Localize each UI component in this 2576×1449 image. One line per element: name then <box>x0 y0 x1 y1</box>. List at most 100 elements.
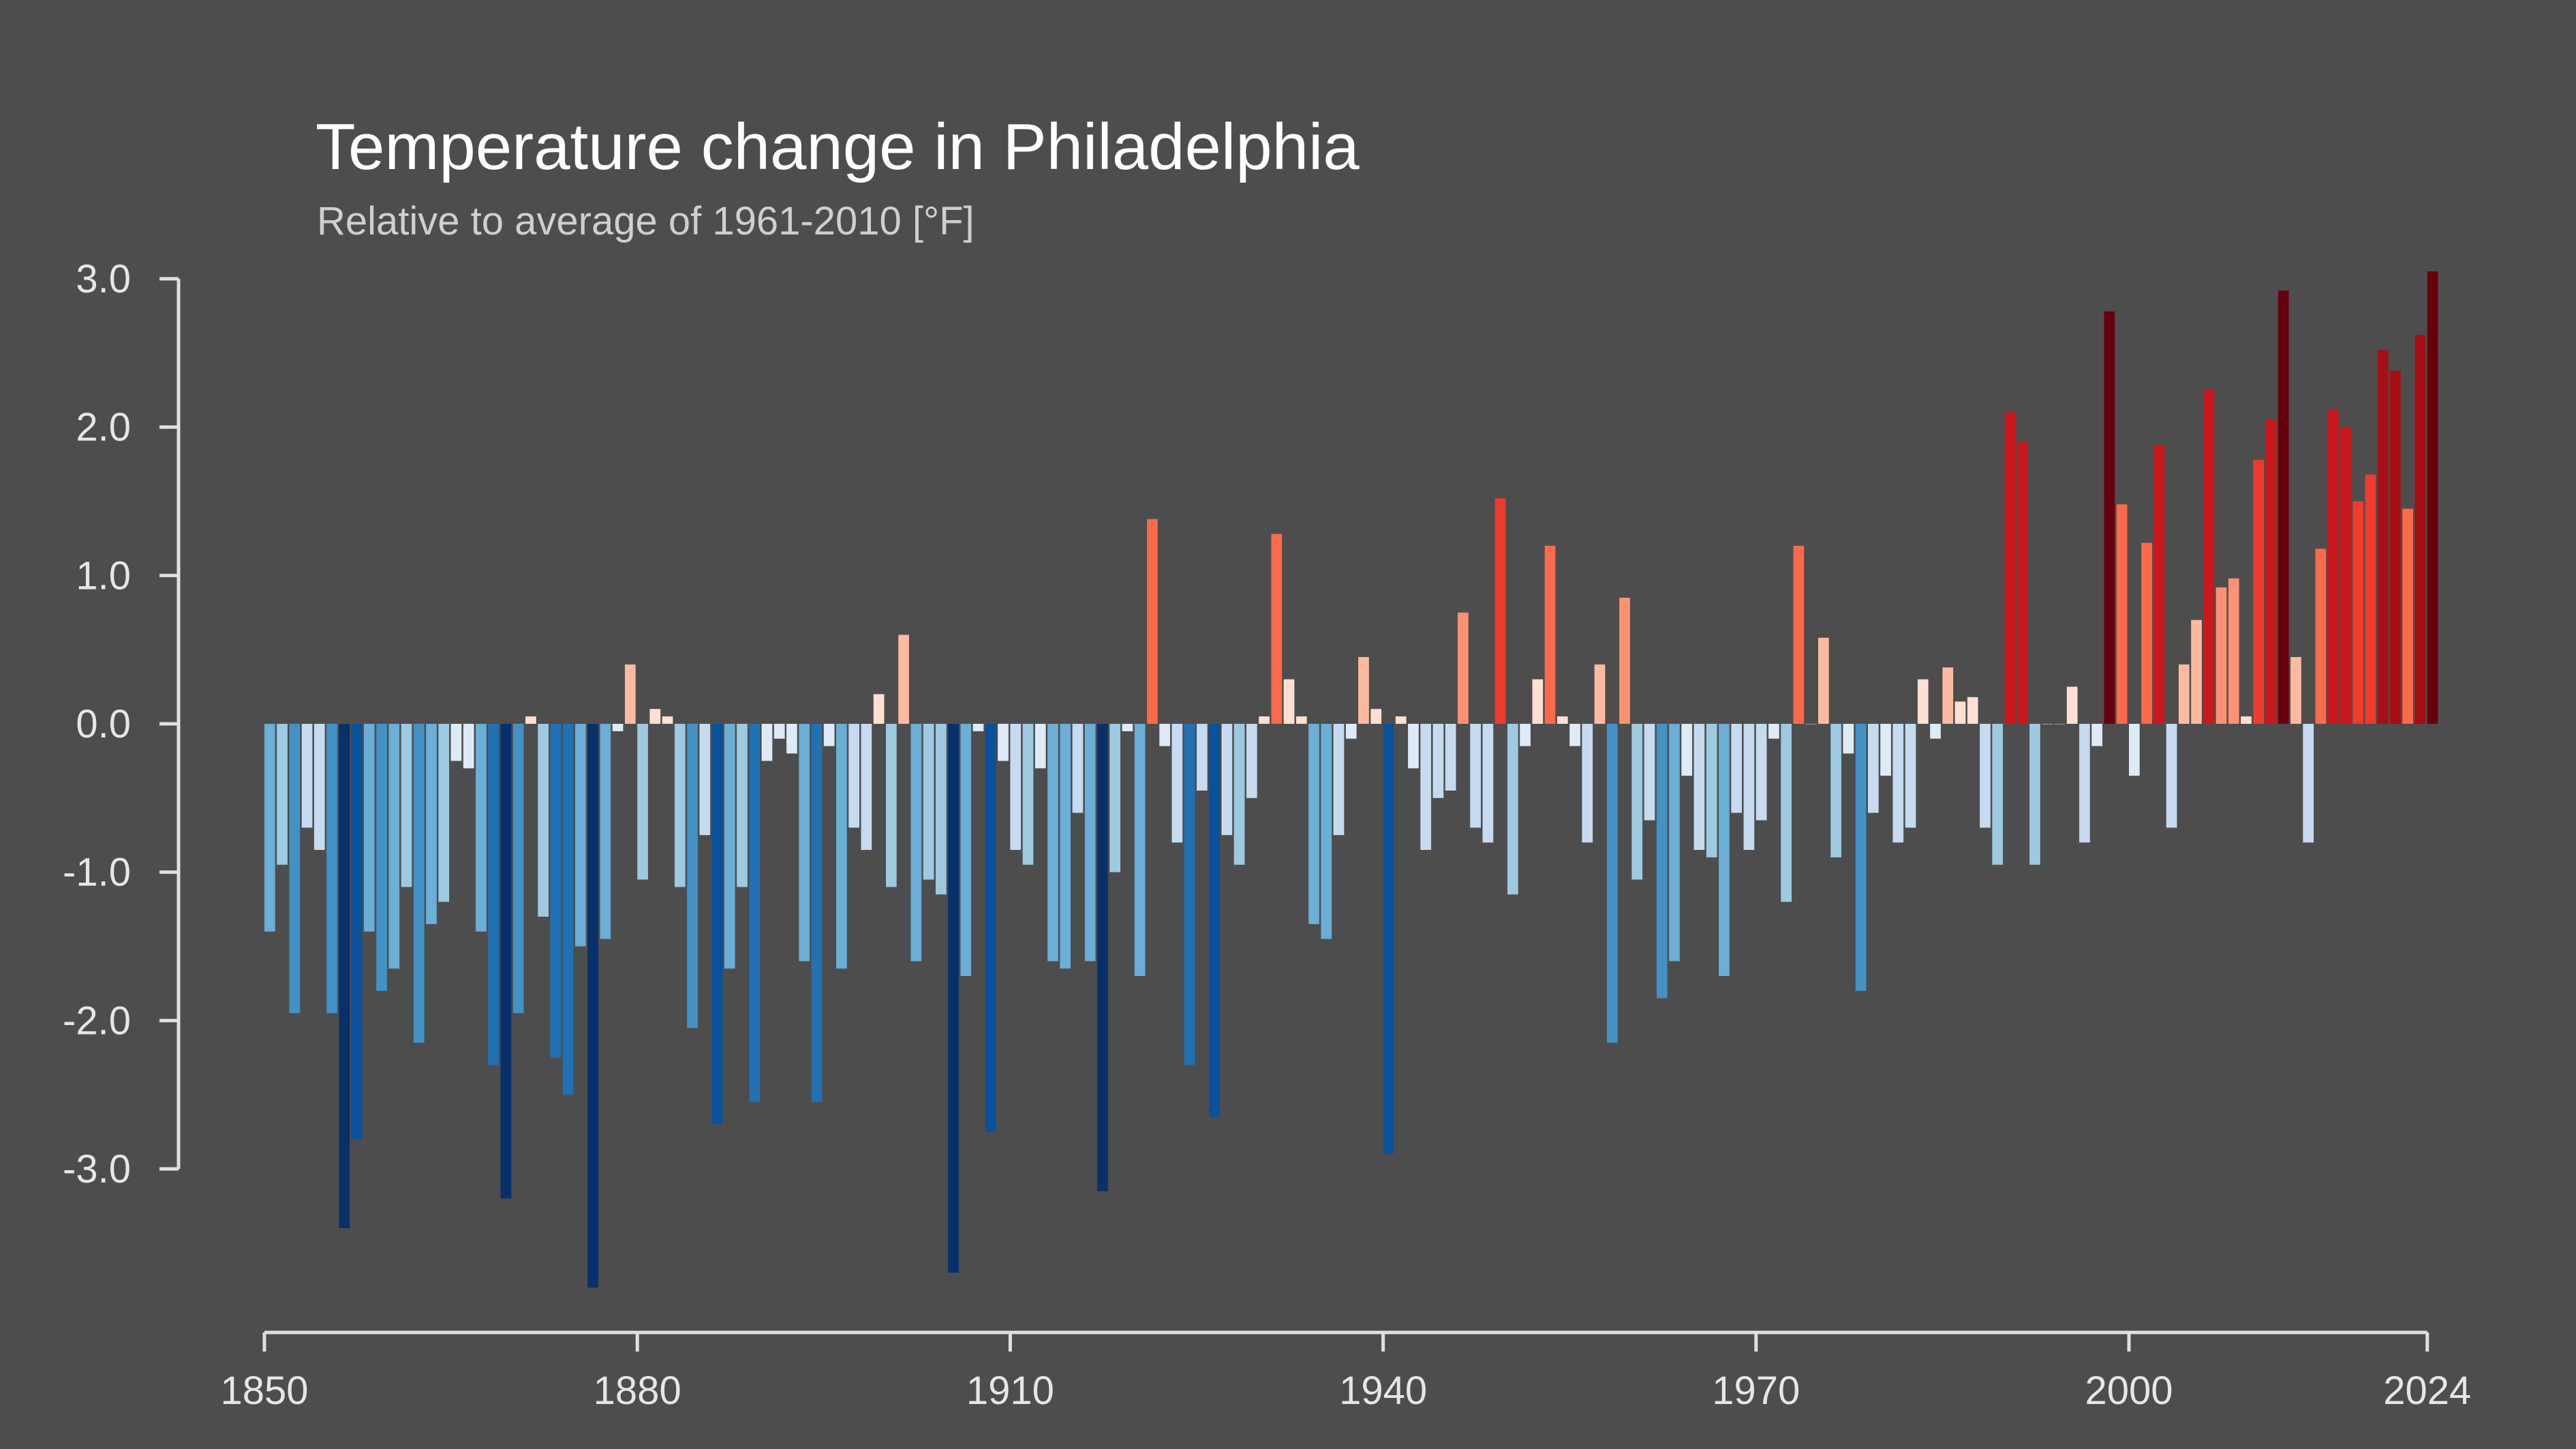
bar-1914 <box>1060 724 1071 969</box>
bar-1977 <box>1843 724 1854 754</box>
bar-1985 <box>1942 667 1954 724</box>
bar-1921 <box>1147 519 1158 724</box>
bar-1862 <box>413 724 425 1043</box>
bar-1906 <box>960 724 972 977</box>
bar-1968 <box>1731 724 1743 813</box>
bar-1866 <box>463 724 474 769</box>
x-tick-label: 1940 <box>1339 1369 1427 1413</box>
x-tick-label: 1850 <box>220 1369 308 1413</box>
bar-1945 <box>1445 724 1456 791</box>
bar-1940 <box>1383 724 1394 1155</box>
bar-1880 <box>637 724 648 880</box>
bar-2001 <box>2141 543 2152 724</box>
bar-1946 <box>1458 612 1469 724</box>
bar-2015 <box>2315 549 2327 724</box>
bar-1935 <box>1321 724 1332 939</box>
bar-2007 <box>2215 587 2227 724</box>
bar-2024 <box>2427 271 2438 724</box>
y-tick-label: 1.0 <box>76 553 131 598</box>
bar-1991 <box>2017 442 2028 724</box>
bar-1984 <box>1930 724 1941 739</box>
bar-1961 <box>1644 724 1655 821</box>
bar-1988 <box>1980 724 1991 828</box>
bar-1888 <box>737 724 748 887</box>
bar-1859 <box>376 724 387 991</box>
bar-1895 <box>823 724 835 746</box>
bar-1892 <box>786 724 797 754</box>
bar-1995 <box>2066 686 2078 724</box>
bar-1955 <box>1569 724 1580 746</box>
bar-1959 <box>1619 597 1630 724</box>
bar-1896 <box>836 724 847 969</box>
bar-1939 <box>1370 709 1382 724</box>
bar-1996 <box>2079 724 2090 843</box>
bar-1910 <box>1010 724 1022 851</box>
bar-2018 <box>2352 501 2364 724</box>
bar-1949 <box>1494 498 1506 724</box>
bar-1872 <box>538 724 549 917</box>
bar-1917 <box>1097 724 1108 1191</box>
bar-1863 <box>426 724 437 924</box>
bar-1852 <box>289 724 301 1013</box>
bar-1875 <box>575 724 586 947</box>
bar-1999 <box>2116 504 2128 724</box>
bar-1898 <box>861 724 872 851</box>
bar-1998 <box>2104 311 2115 724</box>
x-axis: 1850 1880 1910 1940 1970 2000 2024 <box>220 1330 2471 1413</box>
y-tick-label: -1.0 <box>63 851 131 895</box>
bar-2013 <box>2290 657 2301 724</box>
bar-1979 <box>1867 724 1879 813</box>
bar-1934 <box>1308 724 1319 924</box>
bar-1950 <box>1507 724 1518 895</box>
bar-2004 <box>2178 664 2190 724</box>
bar-2008 <box>2228 578 2239 724</box>
bar-2020 <box>2377 350 2389 724</box>
bar-1963 <box>1669 724 1680 962</box>
bar-2002 <box>2153 444 2165 724</box>
y-tick-label: 3.0 <box>76 257 131 301</box>
bar-1893 <box>799 724 810 962</box>
bar-2012 <box>2278 290 2289 724</box>
bar-2016 <box>2327 409 2339 724</box>
bar-2019 <box>2365 474 2376 724</box>
bar-1973 <box>1793 545 1805 724</box>
bar-2017 <box>2340 427 2351 724</box>
bar-1987 <box>1967 697 1978 724</box>
bar-1962 <box>1656 724 1668 998</box>
bar-1916 <box>1084 724 1096 962</box>
bar-1989 <box>1992 724 2004 865</box>
bar-1956 <box>1582 724 1593 843</box>
bar-1981 <box>1892 724 1904 843</box>
x-tick-label: 2024 <box>2383 1369 2471 1413</box>
bar-2000 <box>2129 724 2140 776</box>
bar-1942 <box>1408 724 1419 769</box>
bar-1948 <box>1482 724 1494 843</box>
bar-1923 <box>1171 724 1183 843</box>
bar-1911 <box>1022 724 1034 865</box>
bar-1943 <box>1420 724 1432 851</box>
bar-1868 <box>488 724 500 1065</box>
bar-1902 <box>910 724 922 962</box>
bar-1907 <box>972 724 984 731</box>
bar-1865 <box>450 724 462 761</box>
bar-1931 <box>1271 534 1283 724</box>
chart-subtitle: Relative to average of 1961-2010 [°F] <box>317 199 975 243</box>
bar-1856 <box>339 724 350 1229</box>
y-tick-label: 2.0 <box>76 406 131 450</box>
bar-1912 <box>1034 724 1046 769</box>
bar-1971 <box>1768 724 1779 739</box>
bar-1899 <box>873 694 885 724</box>
bar-1928 <box>1233 724 1245 865</box>
bar-1894 <box>811 724 823 1103</box>
bar-1957 <box>1594 664 1606 724</box>
bar-1869 <box>500 724 512 1199</box>
bar-1936 <box>1333 724 1345 836</box>
bar-1884 <box>687 724 698 1028</box>
bar-1851 <box>277 724 288 865</box>
bar-1913 <box>1047 724 1058 962</box>
bar-1992 <box>2029 724 2040 865</box>
bar-2014 <box>2303 724 2314 843</box>
bar-1903 <box>923 724 934 880</box>
bar-1926 <box>1209 724 1220 1117</box>
